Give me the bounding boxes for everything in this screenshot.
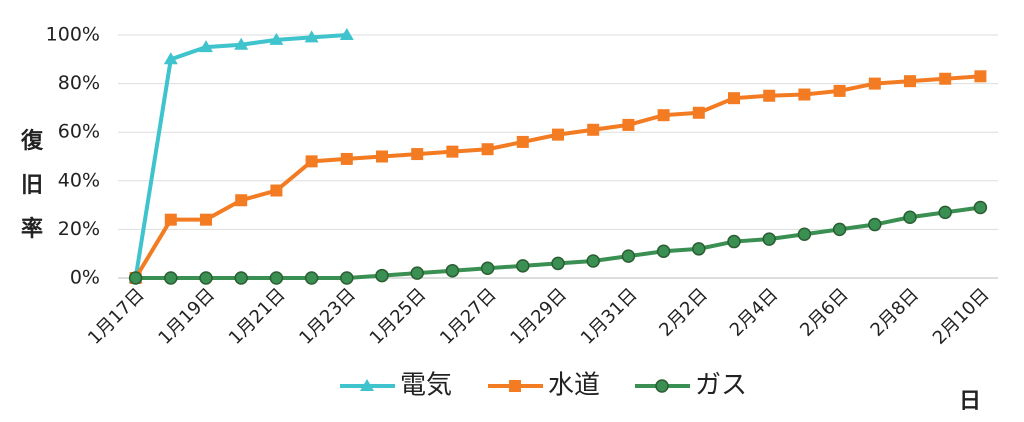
data-point: [728, 92, 740, 105]
data-point: [868, 77, 881, 90]
data-point: [762, 232, 776, 246]
data-point: [586, 254, 600, 268]
data-point: [727, 234, 741, 249]
y-tick-label: 60%: [58, 121, 100, 143]
data-point: [411, 148, 424, 161]
data-point: [763, 89, 776, 102]
x-tick-label: 1月29日: [506, 284, 571, 349]
y-tick-label: 20%: [58, 218, 100, 240]
data-point: [868, 217, 882, 232]
data-point: [128, 271, 143, 285]
data-point: [199, 40, 213, 53]
data-point: [200, 213, 212, 226]
data-point: [480, 261, 495, 276]
legend-marker: [655, 379, 669, 393]
data-point: [798, 88, 811, 101]
data-point: [516, 135, 529, 148]
data-point: [376, 150, 388, 163]
data-point: [339, 28, 354, 40]
x-tick-label: 1月17日: [84, 284, 149, 349]
y-tick-label: 40%: [58, 169, 100, 191]
data-point: [234, 271, 248, 285]
data-point: [481, 143, 494, 156]
y-axis-label: 復旧率: [20, 128, 44, 242]
legend-label: 水道: [548, 371, 600, 401]
data-point: [551, 256, 565, 271]
data-point: [939, 72, 952, 85]
x-tick-label: 1月21日: [225, 284, 290, 349]
data-point: [375, 268, 389, 283]
data-point: [446, 145, 459, 158]
data-point: [552, 128, 564, 141]
data-point: [340, 271, 354, 285]
data-point: [587, 123, 600, 136]
data-point: [974, 70, 987, 83]
data-point: [163, 52, 178, 65]
data-point: [833, 84, 846, 97]
y-tick-label: 80%: [58, 72, 100, 94]
legend-label: 電気: [400, 371, 452, 401]
data-point: [692, 106, 705, 119]
data-point: [269, 32, 284, 45]
x-tick-label: 1月31日: [577, 284, 642, 349]
data-point: [164, 213, 177, 226]
data-point: [692, 242, 706, 256]
legend-label: ガス: [695, 371, 747, 401]
data-point: [797, 227, 812, 242]
y-tick-label: 100%: [46, 24, 100, 46]
data-point: [269, 271, 284, 285]
x-tick-label: 2月2日: [655, 284, 712, 341]
data-point: [445, 263, 460, 278]
data-point: [621, 249, 636, 263]
y-tick-label: 0%: [70, 267, 100, 289]
data-point: [516, 259, 530, 273]
x-tick-label: 2月8日: [867, 284, 924, 341]
data-point: [904, 75, 916, 88]
data-point: [656, 244, 671, 259]
x-axis-label: 日: [959, 389, 981, 414]
data-point: [234, 37, 249, 50]
data-point: [270, 184, 283, 197]
data-point: [199, 271, 213, 285]
data-point: [938, 205, 952, 220]
legend-marker: [509, 380, 521, 392]
x-tick-label: 2月6日: [796, 284, 853, 341]
data-point: [164, 271, 178, 285]
data-point: [410, 266, 424, 280]
data-point: [903, 210, 917, 224]
series-line: [133, 74, 981, 280]
data-point: [304, 271, 319, 285]
x-tick-label: 1月25日: [366, 284, 431, 349]
x-tick-label: 1月23日: [295, 284, 360, 349]
legend-marker: [360, 379, 374, 391]
data-point: [235, 194, 248, 207]
x-tick-label: 1月19日: [154, 284, 219, 349]
data-point: [304, 30, 319, 43]
x-tick-label: 1月27日: [436, 284, 501, 349]
data-point: [973, 200, 988, 215]
data-point: [622, 118, 635, 131]
data-point: [657, 109, 670, 122]
data-point: [832, 222, 847, 237]
x-tick-label: 2月10日: [929, 284, 994, 349]
data-point: [340, 152, 353, 165]
data-point: [305, 155, 318, 168]
x-tick-label: 2月4日: [726, 284, 783, 341]
